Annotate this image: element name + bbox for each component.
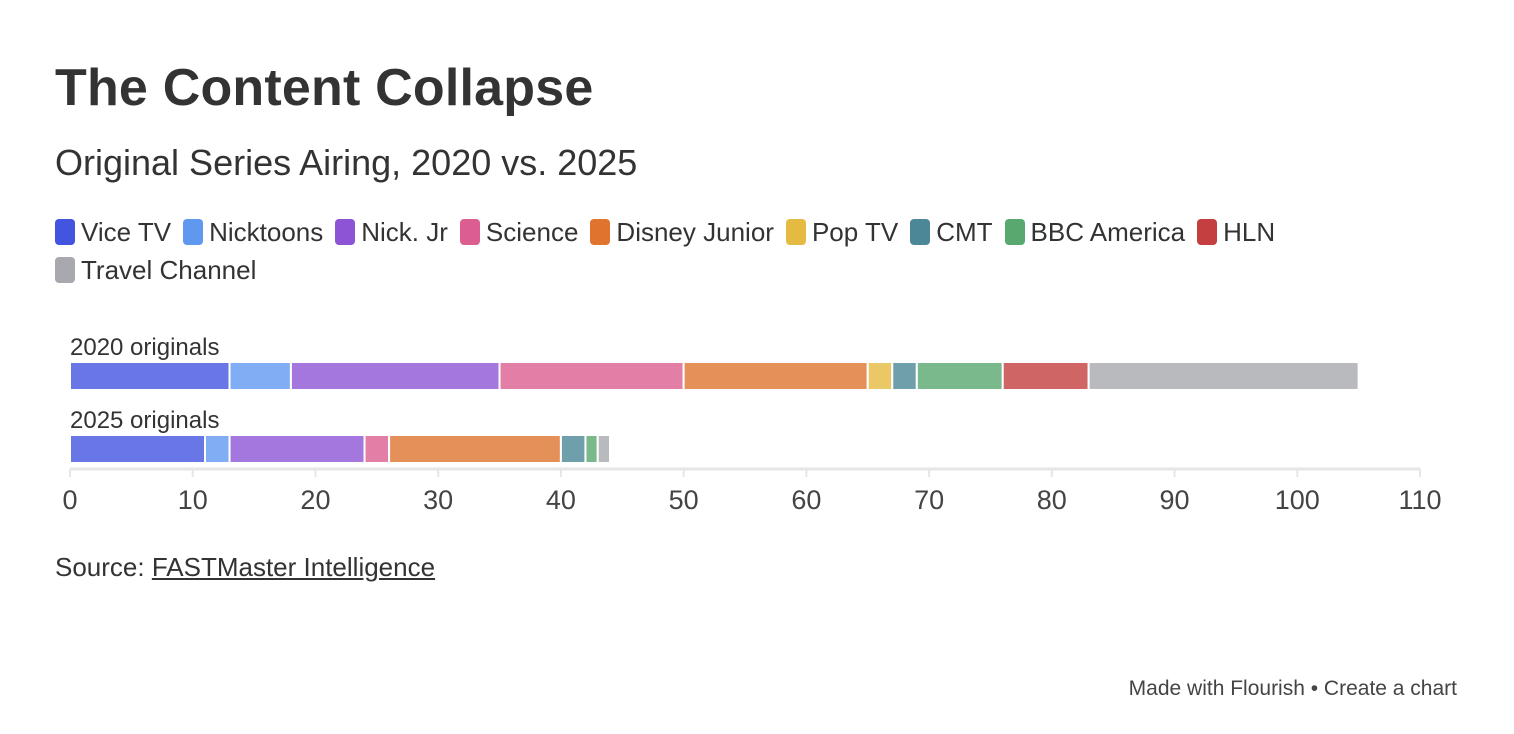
bar-segment-2020-originals-bbc-america[interactable] <box>915 361 1004 391</box>
legend-swatch <box>1197 219 1218 245</box>
legend-swatch <box>1004 219 1025 245</box>
legend-item-travel-channel[interactable]: Travel Channel <box>55 254 256 286</box>
source-link[interactable]: FASTMaster Intelligence <box>151 552 436 582</box>
legend-item-hln[interactable]: HLN <box>1197 216 1275 248</box>
bar-segment-2020-originals-nicktoons[interactable] <box>228 361 292 391</box>
legend-swatch <box>459 219 480 245</box>
bar-segment-2025-originals-travel-channel[interactable] <box>596 434 612 464</box>
chart-title: The Content Collapse <box>55 59 594 117</box>
legend-label: Disney Junior <box>616 216 774 247</box>
bar-segment-2025-originals-nicktoons[interactable] <box>204 434 231 464</box>
x-tick-label: 20 <box>300 485 330 515</box>
bar-segment-2025-originals-bbc-america[interactable] <box>584 434 599 464</box>
bar-segment-2025-originals-vice-tv[interactable] <box>69 434 206 464</box>
bar-segment-2025-originals-cmt[interactable] <box>559 434 587 464</box>
source-line: Source: FASTMaster Intelligence <box>55 552 435 583</box>
x-tick-label: 0 <box>62 485 77 515</box>
legend-item-nick-jr[interactable]: Nick. Jr <box>335 216 448 248</box>
legend-label: Travel Channel <box>81 254 257 285</box>
legend-item-science[interactable]: Science <box>459 216 579 248</box>
x-tick-label: 60 <box>791 485 821 515</box>
x-tick-label: 70 <box>914 485 944 515</box>
legend-swatch <box>590 219 611 245</box>
legend-item-vice-tv[interactable]: Vice TV <box>55 216 171 248</box>
x-tick-label: 30 <box>423 485 453 515</box>
legend-label: HLN <box>1223 216 1276 247</box>
legend-label: Science <box>485 216 579 247</box>
legend-swatch <box>335 219 356 245</box>
bar-segment-2025-originals-nick-jr[interactable] <box>228 434 366 464</box>
bar-segment-2020-originals-pop-tv[interactable] <box>866 361 894 391</box>
bar-segment-2020-originals-vice-tv[interactable] <box>69 361 231 391</box>
x-tick-label: 80 <box>1037 485 1067 515</box>
bar-segment-2020-originals-hln[interactable] <box>1001 361 1090 391</box>
legend-swatch <box>785 219 806 245</box>
legend-item-cmt[interactable]: CMT <box>910 216 993 248</box>
chart-subtitle: Original Series Airing, 2020 vs. 2025 <box>55 142 638 183</box>
legend-label: Nick. Jr <box>361 216 448 247</box>
legend-label: Vice TV <box>81 216 172 247</box>
source-prefix: Source: <box>55 552 152 582</box>
bar-segment-2020-originals-nick-jr[interactable] <box>289 361 501 391</box>
bar-segment-2020-originals-travel-channel[interactable] <box>1087 361 1360 391</box>
x-tick-label: 50 <box>669 485 699 515</box>
legend-item-nicktoons[interactable]: Nicktoons <box>183 216 323 248</box>
legend-item-bbc-america[interactable]: BBC America <box>1004 216 1186 248</box>
x-tick-label: 10 <box>178 485 208 515</box>
legend: Vice TV Nicktoons Nick. Jr Science Disney Ju… <box>55 216 1455 286</box>
bar-segment-2020-originals-science[interactable] <box>498 361 685 391</box>
legend-swatch <box>183 219 204 245</box>
x-tick-label: 100 <box>1275 485 1320 515</box>
x-tick-label: 40 <box>546 485 576 515</box>
bar-label-2020-originals: 2020 originals <box>70 334 219 361</box>
legend-item-pop-tv[interactable]: Pop TV <box>785 216 899 248</box>
stacked-bar-chart: 2020 originals 2025 originals 0 10 20 30 40 50 6… <box>62 334 1441 515</box>
bar-label-2025-originals: 2025 originals <box>70 407 219 434</box>
x-tick-label: 90 <box>1160 485 1190 515</box>
legend-label: CMT <box>936 216 993 247</box>
bar-segment-2025-originals-disney-junior[interactable] <box>388 434 562 464</box>
legend-swatch <box>910 219 931 245</box>
legend-swatch <box>55 257 75 283</box>
legend-label: Nicktoons <box>209 216 324 247</box>
bar-segment-2020-originals-cmt[interactable] <box>891 361 918 391</box>
flourish-footer[interactable]: Made with Flourish • Create a chart <box>1128 677 1457 700</box>
bar-segment-2025-originals-science[interactable] <box>363 434 391 464</box>
legend-swatch <box>55 219 75 245</box>
x-tick-label: 110 <box>1398 485 1441 515</box>
bar-segment-2020-originals-disney-junior[interactable] <box>682 361 869 391</box>
legend-label: BBC America <box>1030 216 1186 247</box>
legend-label: Pop TV <box>811 216 899 247</box>
legend-item-disney-junior[interactable]: Disney Junior <box>590 216 774 248</box>
